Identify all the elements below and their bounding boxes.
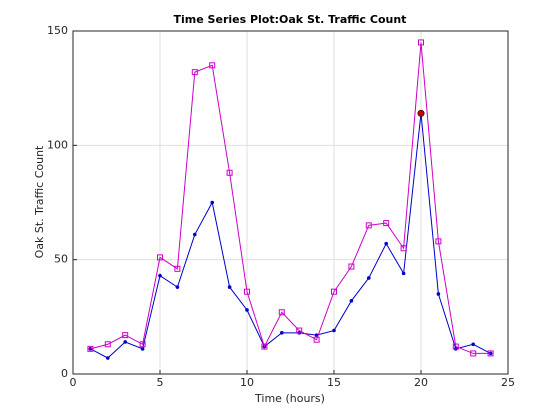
marker <box>278 309 285 316</box>
marker <box>384 241 389 246</box>
marker <box>452 343 459 350</box>
y-tick-label: 150 <box>47 24 68 37</box>
series-line <box>90 113 491 359</box>
marker <box>226 169 233 176</box>
marker <box>158 273 162 278</box>
marker <box>348 263 355 270</box>
x-tick-label: 5 <box>157 376 164 389</box>
marker <box>331 288 337 295</box>
marker <box>244 288 250 295</box>
marker <box>435 238 442 245</box>
y-axis-label: Oak St. Traffic Count <box>33 145 46 258</box>
y-tick-label: 100 <box>47 138 68 151</box>
axes-box <box>72 30 509 375</box>
x-tick-label: 10 <box>240 376 254 389</box>
marker <box>471 342 476 347</box>
x-tick-label: 15 <box>327 376 341 389</box>
x-tick-label: 20 <box>414 376 428 389</box>
marker <box>349 299 354 303</box>
marker <box>401 271 406 276</box>
marker <box>139 341 146 348</box>
marker <box>280 331 284 335</box>
marker <box>436 292 441 296</box>
marker <box>470 350 477 357</box>
marker <box>383 220 390 227</box>
plot-area <box>73 31 508 374</box>
marker <box>418 39 424 46</box>
x-tick-label: 25 <box>501 376 515 389</box>
marker <box>313 336 320 343</box>
marker <box>191 69 198 76</box>
marker <box>157 254 163 261</box>
y-tick-label: 50 <box>54 253 68 266</box>
marker <box>365 222 372 229</box>
x-axis-label: Time (hours) <box>254 392 325 405</box>
x-tick-label: 0 <box>70 376 77 389</box>
marker <box>123 340 127 344</box>
marker <box>140 347 145 351</box>
marker <box>122 332 129 339</box>
marker <box>227 285 232 289</box>
marker <box>487 350 494 357</box>
highlight-point <box>417 109 425 117</box>
marker <box>488 351 493 356</box>
marker <box>245 308 249 312</box>
marker <box>88 347 93 351</box>
marker <box>193 232 197 237</box>
marker <box>400 245 407 252</box>
marker <box>174 265 181 272</box>
marker <box>210 200 214 205</box>
marker <box>104 341 111 348</box>
y-tick-label: 0 <box>61 367 68 380</box>
marker <box>367 276 371 280</box>
marker <box>296 327 303 334</box>
marker <box>261 343 268 350</box>
marker <box>175 285 180 289</box>
marker <box>209 62 216 69</box>
chart-title: Time Series Plot:Oak St. Traffic Count <box>174 13 407 26</box>
marker <box>332 328 336 333</box>
marker <box>106 356 110 360</box>
marker <box>87 345 94 352</box>
series-line <box>90 42 491 354</box>
